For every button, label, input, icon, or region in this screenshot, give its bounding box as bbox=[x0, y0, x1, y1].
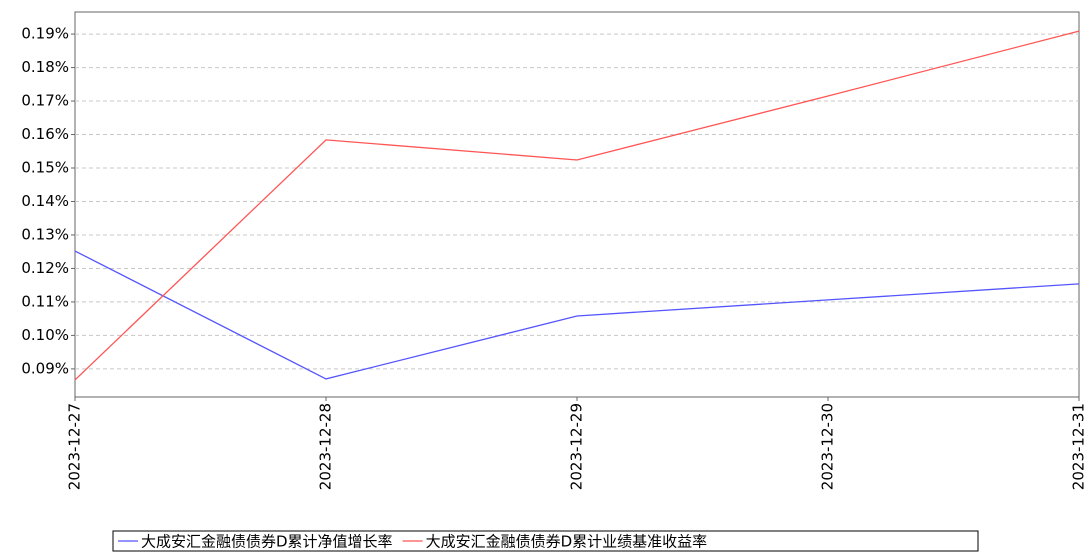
x-tick-label: 2023-12-29 bbox=[568, 403, 586, 490]
y-tick-label: 0.19% bbox=[21, 25, 69, 43]
y-tick-label: 0.15% bbox=[21, 159, 69, 177]
x-tick-label: 2023-12-27 bbox=[66, 403, 84, 490]
y-tick-label: 0.18% bbox=[21, 58, 69, 76]
y-tick-label: 0.14% bbox=[21, 192, 69, 210]
y-tick-label: 0.17% bbox=[21, 92, 69, 110]
y-tick-label: 0.11% bbox=[21, 292, 69, 310]
y-tick-label: 0.09% bbox=[21, 359, 69, 377]
legend-label: 大成安汇金融债债券D累计净值增长率 bbox=[141, 533, 393, 551]
y-tick-label: 0.12% bbox=[21, 259, 69, 277]
legend-box bbox=[112, 530, 979, 552]
x-tick-label: 2023-12-30 bbox=[819, 403, 837, 490]
x-tick-label: 2023-12-31 bbox=[1070, 403, 1088, 490]
x-tick-label: 2023-12-28 bbox=[317, 403, 335, 490]
series-line bbox=[74, 250, 1080, 380]
series-line bbox=[74, 30, 1080, 381]
y-tick-label: 0.13% bbox=[21, 225, 69, 243]
y-tick-label: 0.10% bbox=[21, 326, 69, 344]
y-tick-label: 0.16% bbox=[21, 125, 69, 143]
legend-label: 大成安汇金融债债券D累计业绩基准收益率 bbox=[426, 533, 708, 551]
